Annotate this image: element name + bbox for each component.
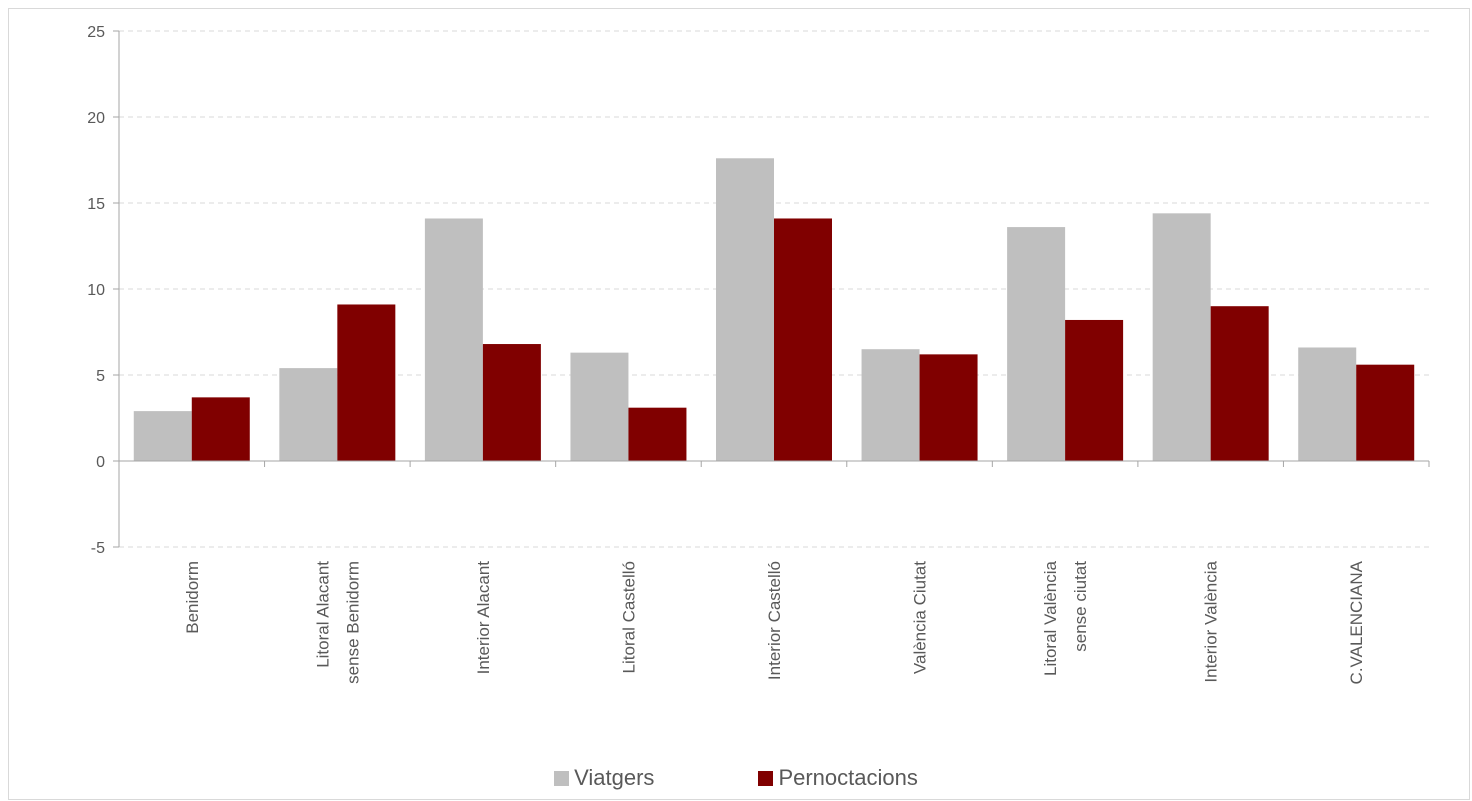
category-label: València Ciutat: [911, 561, 930, 674]
bar-viatgers: [424, 218, 483, 461]
category-label-line: Interior Castelló: [765, 561, 784, 680]
bars: [133, 158, 1415, 461]
y-tick-label: 10: [87, 282, 105, 299]
bar-pernoctacions: [1065, 319, 1124, 461]
bar-pernoctacions: [774, 218, 832, 461]
category-label: Interior Alacant: [474, 561, 493, 675]
bar-viatgers: [1298, 347, 1357, 461]
bar-viatgers: [716, 158, 774, 461]
y-tick-label: 20: [87, 110, 105, 127]
category-label-line: València Ciutat: [911, 561, 930, 674]
category-label-line: Litoral Alacant: [313, 561, 332, 668]
category-label-line: sense ciutat: [1071, 561, 1090, 652]
y-tick-label: -5: [91, 540, 105, 557]
bar-viatgers: [1152, 213, 1211, 461]
y-tick-label: 5: [96, 368, 105, 385]
category-label: Benidorm: [183, 561, 202, 634]
category-label: Litoral Alacant sense Benidorm: [313, 561, 362, 684]
bar-pernoctacions: [1210, 306, 1269, 461]
category-label: Litoral València sense ciutat: [1041, 560, 1090, 676]
bar-pernoctacions: [191, 397, 250, 461]
bar-viatgers: [133, 411, 192, 461]
category-label-line: Benidorm: [183, 561, 202, 634]
category-label-line: Interior Alacant: [474, 561, 493, 675]
legend-swatch: [758, 770, 774, 786]
bar-pernoctacions: [337, 304, 396, 461]
category-labels: Benidorm Litoral Alacant sense Benidorm Int…: [183, 560, 1366, 684]
y-tick-label: 0: [96, 454, 105, 471]
category-label: Interior València: [1202, 560, 1221, 682]
legend-swatch: [554, 770, 570, 786]
legend-label: Pernoctacions: [778, 765, 918, 790]
y-tick-label: 25: [87, 24, 105, 41]
category-label-line: sense Benidorm: [343, 561, 362, 684]
category-label-line: Interior València: [1202, 560, 1221, 682]
category-label-line: Litoral Castelló: [619, 561, 638, 673]
bar-viatgers: [279, 368, 338, 461]
bar-pernoctacions: [628, 407, 687, 461]
axes: [118, 31, 1430, 547]
bar-pernoctacions: [1356, 364, 1415, 461]
category-label: Litoral Castelló: [619, 561, 638, 673]
bar-viatgers: [1007, 227, 1066, 461]
y-tick-label: 15: [87, 196, 105, 213]
bar-pernoctacions: [482, 344, 541, 461]
category-label-line: C.VALENCIANA: [1347, 560, 1366, 684]
category-label-line: Litoral València: [1041, 560, 1060, 676]
legend: Viatgers Pernoctacions: [0, 763, 1472, 793]
bar-pernoctacions: [919, 354, 978, 461]
bar-viatgers: [861, 349, 920, 461]
category-label: C.VALENCIANA: [1347, 560, 1366, 684]
legend-item-viatgers: Viatgers: [554, 765, 654, 791]
legend-item-pernoctacions: Pernoctacions: [758, 765, 918, 791]
category-label: Interior Castelló: [765, 561, 784, 680]
y-axis-ticks: -5 0 5 10 15 20 25: [87, 24, 119, 557]
legend-label: Viatgers: [574, 765, 655, 790]
bar-viatgers: [570, 352, 629, 461]
